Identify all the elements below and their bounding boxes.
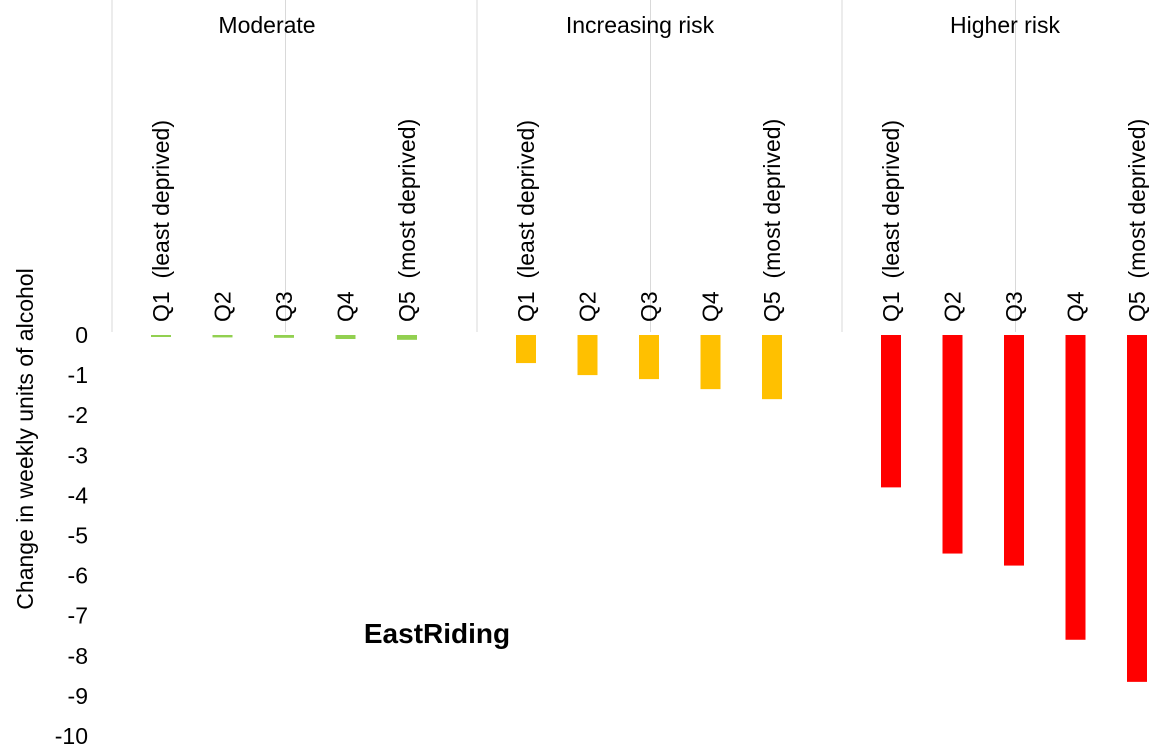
group-title: Higher risk xyxy=(950,12,1060,38)
category-label: Q5 (most deprived) xyxy=(1124,119,1149,322)
category-label: Q2 xyxy=(940,291,966,322)
bar xyxy=(274,335,294,338)
y-axis-label: Change in weekly units of alcohol xyxy=(12,268,38,609)
group-title: Increasing risk xyxy=(566,12,715,38)
group-title: Moderate xyxy=(218,12,315,38)
y-tick-label: -3 xyxy=(68,442,88,468)
y-tick-label: -8 xyxy=(68,643,88,669)
y-tick-label: -7 xyxy=(68,603,88,629)
bar xyxy=(881,335,901,488)
bar xyxy=(151,335,171,338)
category-labels: Q1 (least deprived) Q2 Q3 Q4 Q5 (most depriv… xyxy=(148,119,1149,322)
category-label: Q5 (most deprived) xyxy=(759,119,785,322)
category-label: Q1 (least deprived) xyxy=(513,120,539,322)
bar xyxy=(1127,335,1147,682)
y-tick-label: -2 xyxy=(68,402,88,428)
category-label: Q4 xyxy=(698,291,724,322)
bar xyxy=(700,335,721,390)
bar xyxy=(397,335,417,340)
y-tick-label: -5 xyxy=(68,523,88,549)
category-label: Q1 (least deprived) xyxy=(878,120,904,322)
category-label: Q2 xyxy=(210,291,236,322)
y-tick-label: 0 xyxy=(75,322,88,348)
category-label: Q5 (most deprived) xyxy=(394,119,420,322)
category-label: Q3 xyxy=(636,291,662,322)
bar xyxy=(212,335,233,338)
category-label: Q1 (least deprived) xyxy=(148,120,174,322)
bar xyxy=(1004,335,1024,566)
category-label: Q3 xyxy=(1001,291,1027,322)
y-tick-label: -4 xyxy=(68,482,89,508)
y-tick-label: -1 xyxy=(68,362,88,388)
y-tick-label: -9 xyxy=(68,683,88,709)
bar xyxy=(1065,335,1086,640)
bar xyxy=(335,335,356,340)
bar xyxy=(942,335,963,554)
bar xyxy=(762,335,782,400)
category-label: Q3 xyxy=(271,291,297,322)
bar xyxy=(639,335,659,380)
category-label: Q4 xyxy=(1063,291,1089,322)
category-label: Q4 xyxy=(333,291,359,322)
bars xyxy=(151,335,1147,682)
y-axis-ticks: 0 -1 -2 -3 -4 -5 -6 -7 -8 -9 -10 xyxy=(55,322,88,744)
chart-annotation: EastRiding xyxy=(364,618,510,649)
group-titles: Moderate Increasing risk Higher risk xyxy=(218,12,1060,38)
y-tick-label: -6 xyxy=(68,563,88,589)
category-label: Q2 xyxy=(575,291,601,322)
group-header-lines xyxy=(111,0,1016,332)
bar xyxy=(577,335,598,376)
y-tick-label: -10 xyxy=(55,723,88,744)
bar xyxy=(516,335,536,364)
